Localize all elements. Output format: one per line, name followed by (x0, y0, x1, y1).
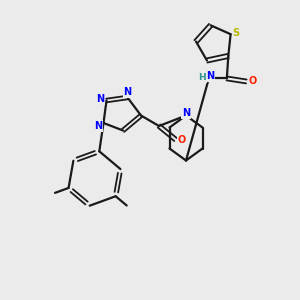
Text: N: N (206, 71, 214, 81)
Text: N: N (182, 108, 190, 118)
Text: N: N (96, 94, 104, 104)
Text: O: O (248, 76, 256, 86)
Text: N: N (94, 121, 102, 131)
Text: S: S (232, 28, 240, 38)
Text: O: O (178, 135, 186, 145)
Text: N: N (123, 87, 132, 97)
Text: H: H (198, 73, 206, 82)
